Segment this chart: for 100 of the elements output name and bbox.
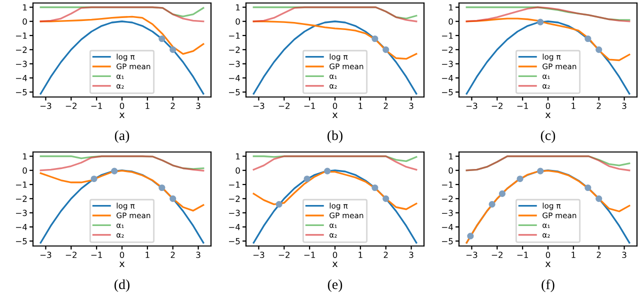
- text: (d): [114, 279, 130, 292]
- y-tick-label: −4: [442, 75, 453, 82]
- point: [382, 195, 390, 202]
- x-tick-label: 0: [120, 102, 124, 110]
- y-tick-label: 1: [236, 4, 240, 10]
- x-tick-label: −3: [466, 252, 478, 258]
- x-axis-title: x: [119, 262, 125, 268]
- x-tick-label: −3: [40, 102, 52, 110]
- y-tick-label: −5: [16, 89, 27, 96]
- point: [498, 190, 506, 197]
- line-series: [252, 20, 418, 95]
- y-tick-label: −2: [16, 46, 27, 53]
- x-tick-label: −2: [278, 252, 290, 258]
- y-tick-label: −2: [16, 196, 27, 202]
- y-tick-label: −4: [229, 224, 240, 230]
- y-tick-label: −1: [442, 32, 453, 39]
- point: [584, 184, 592, 192]
- point: [111, 168, 118, 174]
- y-tick-label: 1: [449, 153, 453, 160]
- x-tick-label: 3: [622, 102, 626, 110]
- y-tick-label: −3: [442, 60, 453, 68]
- point: [276, 201, 282, 208]
- x-axis-title: x: [332, 112, 338, 118]
- y-tick-label: −5: [229, 89, 240, 96]
- x-tick-label: 0: [546, 252, 550, 258]
- point: [372, 184, 378, 192]
- y-tick-label: −1: [16, 182, 27, 188]
- point: [158, 184, 166, 192]
- x-tick-label: −3: [466, 102, 478, 110]
- x-tick-label: −3: [253, 252, 264, 258]
- x-tick-label: 3: [622, 252, 626, 258]
- y-tick-label: −1: [229, 32, 240, 39]
- y-tick-label: −4: [16, 224, 27, 230]
- x-tick-label: −1: [304, 252, 315, 258]
- text: (a): [114, 130, 130, 143]
- x-tick-label: 0: [546, 102, 550, 110]
- x-tick-label: 3: [409, 102, 414, 110]
- y-tick-label: −2: [229, 46, 240, 53]
- y-tick-label: −3: [229, 210, 240, 216]
- x-tick-label: 0: [332, 252, 338, 258]
- text: (b): [328, 130, 342, 143]
- line-series: [40, 20, 204, 95]
- point: [90, 176, 98, 182]
- x-axis-title: x: [545, 262, 551, 268]
- x-tick-label: 1: [572, 252, 576, 258]
- y-tick-label: −3: [16, 210, 27, 216]
- x-tick-label: 2: [596, 252, 601, 258]
- line-series: [40, 16, 204, 55]
- x-tick-label: 1: [358, 102, 362, 109]
- y-tick-label: −4: [442, 224, 453, 230]
- x-tick-label: −1: [517, 102, 528, 109]
- x-tick-label: 3: [196, 252, 200, 258]
- y-tick-label: −3: [229, 60, 240, 68]
- y-tick-label: 0: [236, 167, 240, 174]
- x-tick-label: 2: [170, 102, 175, 109]
- x-axis-title: x: [332, 262, 338, 268]
- x-tick-label: 1: [358, 252, 362, 258]
- x-axis-title: x: [119, 112, 125, 118]
- y-tick-label: −2: [229, 196, 240, 202]
- y-tick-label: −1: [442, 182, 453, 188]
- y-tick-label: −5: [442, 89, 453, 96]
- y-tick-label: 0: [22, 18, 27, 25]
- x-axis-title: x: [545, 112, 551, 118]
- point: [516, 176, 524, 182]
- x-tick-label: 1: [146, 252, 150, 258]
- text: (e): [328, 279, 342, 292]
- y-tick-label: 0: [22, 167, 27, 174]
- x-tick-label: 2: [384, 252, 388, 258]
- y-tick-label: −4: [229, 75, 240, 82]
- x-tick-label: −2: [66, 102, 76, 109]
- y-tick-label: −5: [442, 238, 453, 244]
- x-tick-label: 2: [170, 252, 175, 258]
- y-tick-label: −5: [229, 238, 240, 244]
- x-tick-label: −2: [492, 252, 502, 258]
- y-tick-label: −5: [16, 238, 27, 244]
- y-tick-label: −4: [16, 75, 27, 82]
- point: [537, 168, 544, 174]
- x-tick-label: 1: [572, 102, 576, 109]
- x-tick-label: 2: [384, 102, 388, 109]
- y-tick-label: −3: [442, 210, 453, 216]
- x-tick-label: −1: [517, 252, 528, 258]
- y-tick-label: −1: [229, 182, 240, 188]
- line-series: [252, 20, 418, 60]
- line-series: [466, 18, 630, 62]
- y-tick-label: 1: [23, 4, 27, 10]
- x-tick-label: −3: [40, 252, 52, 258]
- x-tick-label: 0: [120, 252, 124, 258]
- y-tick-label: −3: [16, 60, 27, 68]
- y-tick-label: 0: [448, 18, 453, 25]
- y-tick-label: 1: [236, 153, 240, 160]
- point: [170, 195, 176, 202]
- x-tick-label: −2: [492, 102, 502, 109]
- x-tick-label: −3: [253, 102, 264, 110]
- x-tick-label: −1: [91, 252, 102, 258]
- point: [596, 46, 602, 53]
- text: (f): [542, 279, 554, 292]
- y-tick-label: −1: [16, 32, 27, 39]
- point: [324, 168, 331, 174]
- y-tick-label: 1: [449, 4, 453, 10]
- y-tick-label: 0: [236, 18, 240, 25]
